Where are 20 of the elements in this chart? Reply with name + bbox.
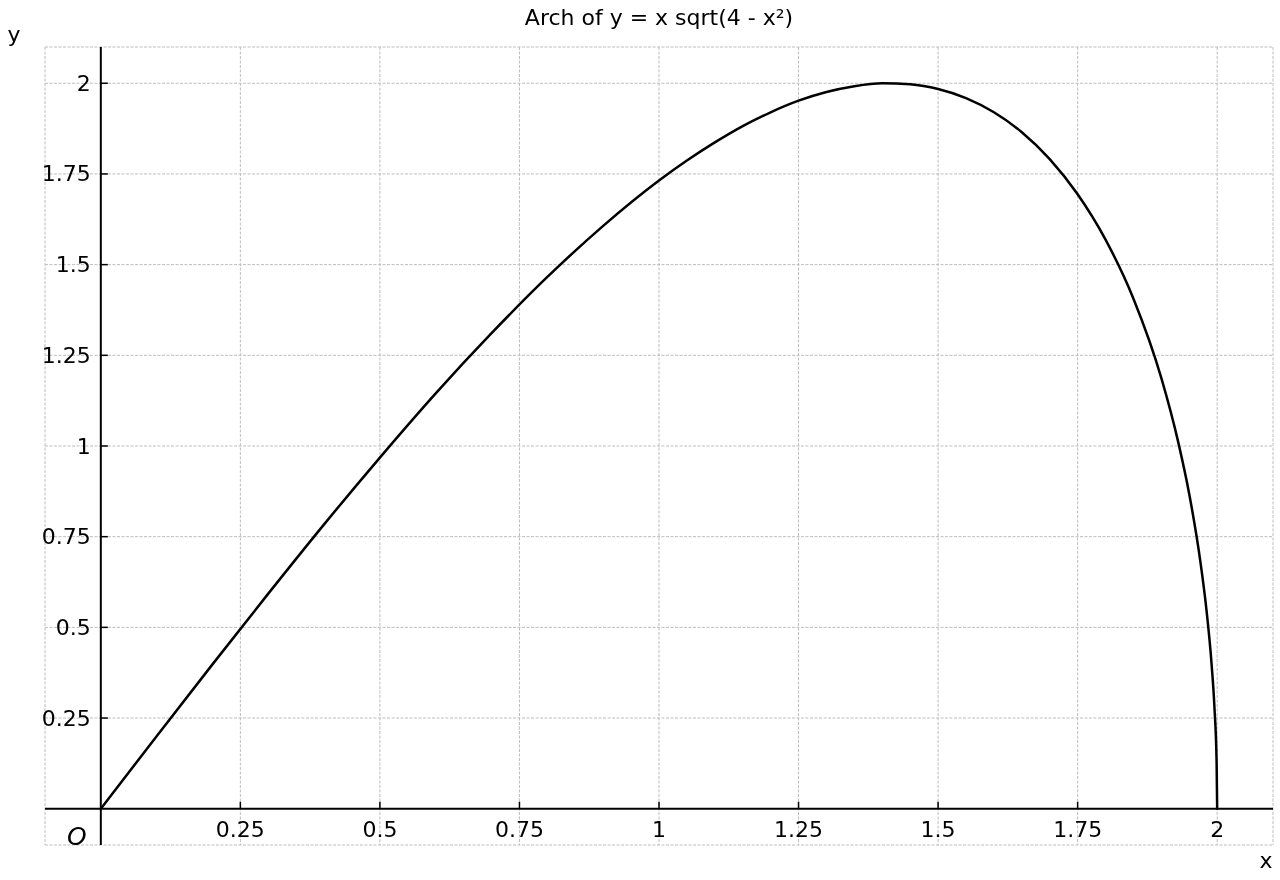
y-tick-label: 1 <box>76 433 91 459</box>
y-tick-label: 0.75 <box>41 524 91 550</box>
y-tick-label: 1.75 <box>41 161 91 187</box>
x-tick-label: 1.75 <box>1053 816 1103 842</box>
x-axis-title: x <box>1259 847 1273 873</box>
y-tick-label: 0.25 <box>41 705 91 731</box>
x-tick-label: 0.25 <box>215 816 265 842</box>
x-tick-label: 1.5 <box>920 816 956 842</box>
x-tick-label: 0.5 <box>362 816 398 842</box>
x-tick-label: 0.75 <box>494 816 544 842</box>
y-tick-label: 1.5 <box>55 252 91 278</box>
x-tick-label: 1.25 <box>774 816 824 842</box>
y-tick-label: 2 <box>76 70 91 96</box>
x-tick-label: 2 <box>1210 816 1225 842</box>
y-tick-label: 1.25 <box>41 342 91 368</box>
y-tick-label: 0.5 <box>55 614 91 640</box>
annotation: O <box>66 821 87 851</box>
y-axis-title: y <box>7 21 21 47</box>
x-tick-label: 1 <box>652 816 666 842</box>
chart-title: Arch of y = x sqrt(4 - x²) <box>523 5 795 30</box>
